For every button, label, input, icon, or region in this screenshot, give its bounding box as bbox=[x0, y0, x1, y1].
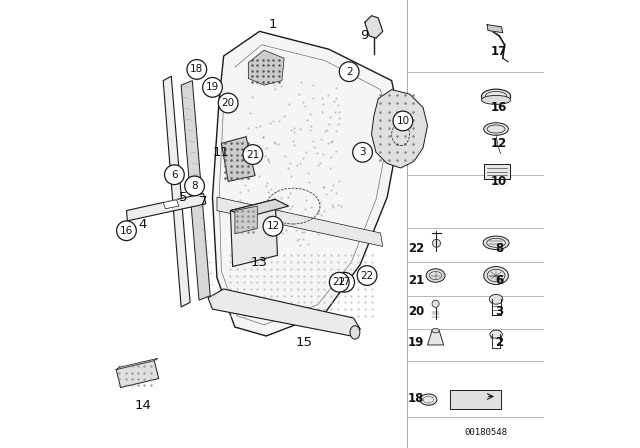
Text: 11: 11 bbox=[213, 146, 230, 159]
Text: 7: 7 bbox=[199, 195, 208, 208]
Text: 15: 15 bbox=[296, 336, 313, 349]
Polygon shape bbox=[235, 206, 257, 234]
Circle shape bbox=[393, 111, 413, 131]
Polygon shape bbox=[230, 199, 278, 267]
Text: 21: 21 bbox=[408, 273, 424, 287]
Polygon shape bbox=[212, 31, 401, 336]
Ellipse shape bbox=[490, 330, 502, 338]
Circle shape bbox=[357, 266, 377, 285]
Text: 9: 9 bbox=[360, 29, 369, 43]
Ellipse shape bbox=[490, 294, 503, 304]
Circle shape bbox=[339, 62, 359, 82]
Text: 18: 18 bbox=[408, 392, 424, 405]
Circle shape bbox=[335, 272, 355, 292]
Polygon shape bbox=[127, 194, 206, 221]
Text: 17: 17 bbox=[338, 277, 351, 287]
Text: 3: 3 bbox=[359, 147, 366, 157]
Polygon shape bbox=[116, 361, 159, 388]
Text: 14: 14 bbox=[134, 399, 152, 412]
Text: 00180548: 00180548 bbox=[464, 428, 508, 437]
Text: 19: 19 bbox=[408, 336, 424, 349]
Text: 8: 8 bbox=[191, 181, 198, 191]
FancyBboxPatch shape bbox=[450, 390, 502, 409]
Text: 8: 8 bbox=[495, 242, 503, 255]
Polygon shape bbox=[371, 90, 428, 168]
Polygon shape bbox=[217, 197, 383, 246]
Text: 17: 17 bbox=[491, 45, 508, 58]
Circle shape bbox=[353, 142, 372, 162]
Circle shape bbox=[243, 145, 262, 164]
Polygon shape bbox=[163, 200, 179, 209]
Ellipse shape bbox=[350, 326, 360, 339]
Ellipse shape bbox=[433, 239, 440, 247]
Circle shape bbox=[263, 216, 283, 236]
Polygon shape bbox=[230, 199, 289, 217]
Text: 16: 16 bbox=[120, 226, 133, 236]
Text: 21: 21 bbox=[246, 150, 259, 159]
Text: 3: 3 bbox=[495, 305, 503, 318]
Text: 12: 12 bbox=[266, 221, 280, 231]
Text: 5: 5 bbox=[179, 190, 188, 204]
Polygon shape bbox=[208, 289, 360, 336]
FancyBboxPatch shape bbox=[484, 164, 511, 179]
Text: 16: 16 bbox=[491, 101, 508, 114]
Text: 2: 2 bbox=[346, 67, 353, 77]
Polygon shape bbox=[365, 16, 383, 38]
Polygon shape bbox=[163, 76, 190, 307]
Ellipse shape bbox=[484, 267, 508, 284]
Polygon shape bbox=[428, 331, 444, 345]
Text: 12: 12 bbox=[491, 137, 508, 150]
Text: 6: 6 bbox=[171, 170, 178, 180]
Text: 22: 22 bbox=[360, 271, 374, 280]
Polygon shape bbox=[181, 81, 210, 300]
Polygon shape bbox=[221, 137, 255, 181]
Text: 19: 19 bbox=[206, 82, 219, 92]
Polygon shape bbox=[487, 25, 503, 33]
Circle shape bbox=[187, 60, 207, 79]
Text: 18: 18 bbox=[190, 65, 204, 74]
Circle shape bbox=[218, 93, 238, 113]
Ellipse shape bbox=[426, 269, 445, 282]
Circle shape bbox=[116, 221, 136, 241]
Text: 6: 6 bbox=[495, 273, 503, 287]
Circle shape bbox=[330, 272, 349, 292]
Ellipse shape bbox=[483, 236, 509, 250]
Polygon shape bbox=[248, 50, 284, 85]
Ellipse shape bbox=[484, 123, 508, 135]
Text: 10: 10 bbox=[396, 116, 410, 126]
Text: 13: 13 bbox=[251, 255, 268, 269]
Circle shape bbox=[203, 78, 222, 97]
Text: 22: 22 bbox=[408, 242, 424, 255]
Ellipse shape bbox=[481, 95, 511, 104]
Ellipse shape bbox=[420, 394, 437, 405]
Text: 1: 1 bbox=[269, 18, 277, 31]
Ellipse shape bbox=[481, 89, 511, 103]
Text: 22: 22 bbox=[333, 277, 346, 287]
Text: 10: 10 bbox=[491, 175, 508, 188]
Circle shape bbox=[164, 165, 184, 185]
Text: 2: 2 bbox=[495, 336, 503, 349]
Circle shape bbox=[185, 176, 204, 196]
Ellipse shape bbox=[432, 300, 439, 307]
Ellipse shape bbox=[432, 328, 439, 333]
Polygon shape bbox=[116, 358, 158, 370]
Text: 20: 20 bbox=[408, 305, 424, 318]
Text: 4: 4 bbox=[139, 217, 147, 231]
Text: 20: 20 bbox=[221, 98, 235, 108]
